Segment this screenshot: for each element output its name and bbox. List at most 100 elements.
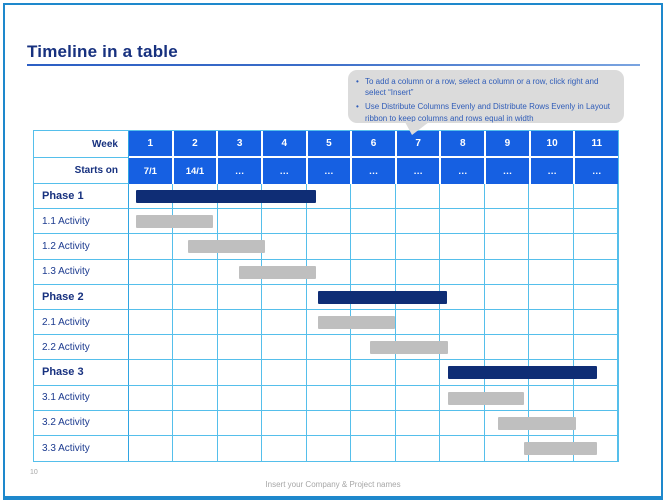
grid-cell [173, 309, 218, 336]
grid-cell [573, 385, 618, 411]
grid-cell [173, 410, 218, 436]
grid-cell [484, 209, 530, 235]
grid-cell [529, 309, 574, 336]
grid-cell [351, 385, 396, 411]
week-number-cell: 11 [575, 131, 619, 158]
callout-bullet: Use Distribute Columns Evenly and Distri… [354, 101, 616, 123]
activity-label: 2.2 Activity [34, 335, 129, 361]
grid-cell [440, 335, 485, 361]
grid-cell [440, 184, 485, 210]
grid-cell [529, 234, 574, 260]
grid-cell [351, 234, 396, 260]
activity-label: 1.2 Activity [34, 234, 129, 260]
grid-cell [306, 385, 352, 411]
week-number-cell: 7 [396, 131, 442, 158]
grid-cell [306, 234, 352, 260]
gantt-bar-phase [135, 190, 316, 203]
grid-cell [573, 410, 618, 436]
grid-cell [440, 284, 485, 310]
starts-on-cell: 7/1 [129, 158, 174, 184]
grid-cell [440, 410, 485, 436]
table-row: 1.3 Activity [34, 259, 618, 285]
grid-cell [573, 209, 618, 235]
grid-cell [351, 209, 396, 235]
grid-cell [262, 335, 307, 361]
gantt-row-area [129, 284, 618, 310]
grid-cell [129, 385, 174, 411]
grid-cell [529, 259, 574, 285]
gantt-row-area [129, 335, 618, 361]
gantt-bar-activity [188, 240, 266, 254]
grid-cell [440, 309, 485, 336]
grid-cell [484, 184, 530, 210]
gantt-bar-activity [136, 215, 214, 229]
gantt-row-area [129, 209, 618, 235]
starts-on-cell: … [262, 158, 308, 184]
grid-cell [218, 435, 263, 462]
page-number: 10 [30, 469, 38, 476]
gantt-bar-activity [317, 315, 396, 329]
activity-label: 3.1 Activity [34, 385, 129, 411]
table-row: 2.1 Activity [34, 309, 618, 336]
week-number-cell: 3 [218, 131, 263, 158]
grid-cell [306, 360, 352, 386]
grid-cell [173, 335, 218, 361]
footer-company-placeholder: Insert your Company & Project names [265, 480, 401, 489]
grid-cell [573, 284, 618, 310]
grid-cell [217, 309, 263, 336]
grid-cell [573, 335, 618, 361]
table-row: Phase 1 [34, 184, 618, 210]
grid-cell [306, 410, 352, 436]
grid-cell [484, 385, 530, 411]
table-row: 2.2 Activity [34, 335, 618, 361]
grid-cell [351, 410, 396, 436]
activity-label: 3.2 Activity [34, 410, 129, 436]
table-row: 1.1 Activity [34, 209, 618, 235]
grid-cell [217, 335, 263, 361]
grid-cell [306, 209, 352, 235]
table-row: Phase 2 [34, 284, 618, 310]
gantt-bar-activity [498, 416, 577, 430]
starts-on-area: 7/1 14/1……………………… [129, 158, 619, 184]
grid-cell [395, 209, 441, 235]
grid-cell [306, 335, 352, 361]
timeline-table: Week 1 2 3 4 5 6 7 8 9 10 11 Starts on 7/1 14/1…………………… [33, 130, 619, 463]
gantt-row-area [129, 410, 618, 436]
week-number-cell: 8 [441, 131, 487, 158]
grid-cell [217, 385, 263, 411]
grid-cell [395, 410, 441, 436]
grid-cell [529, 335, 574, 361]
gantt-row-area [129, 360, 618, 386]
grid-cell [529, 184, 574, 210]
starts-on-label: Starts on [34, 158, 129, 184]
grid-cell [573, 184, 618, 210]
grid-cell [395, 385, 441, 411]
grid-cell [395, 309, 441, 336]
grid-cell [173, 209, 218, 235]
grid-cell [484, 284, 530, 310]
gantt-bar-activity [369, 341, 448, 355]
activity-label: 1.3 Activity [34, 259, 129, 285]
grid-cell [129, 259, 174, 285]
gantt-row-area [129, 184, 618, 210]
starts-on-cell: … [352, 158, 397, 184]
starts-on-cell: … [396, 158, 442, 184]
grid-cell [173, 385, 218, 411]
starts-on-row: Starts on 7/1 14/1……………………… [34, 158, 619, 184]
grid-cell [395, 360, 441, 386]
grid-cell [129, 360, 174, 386]
instructions-list: To add a column or a row, select a colum… [354, 76, 616, 124]
gantt-bar-phase [447, 366, 598, 380]
grid-cell [529, 284, 574, 310]
grid-cell [129, 410, 174, 436]
gantt-bar-phase [317, 290, 447, 304]
grid-cell [306, 184, 352, 210]
grid-cell [395, 184, 441, 210]
grid-cell [262, 284, 307, 310]
starts-on-cell: … [575, 158, 619, 184]
grid-cell [262, 360, 307, 386]
gantt-bar-activity [447, 391, 524, 405]
week-header-row: Week 1 2 3 4 5 6 7 8 9 10 11 [34, 131, 619, 158]
gantt-row-area [129, 309, 618, 336]
